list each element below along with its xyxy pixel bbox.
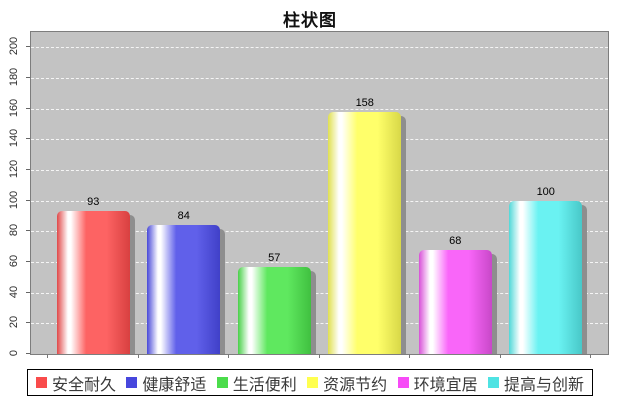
bar-环境宜居 [418,249,492,354]
gridline-20 [31,323,608,325]
x-tick-mark-1 [137,354,139,358]
y-tick-label-140: 140 [8,129,20,148]
bar-value-label: 84 [177,210,190,223]
bar-slot-1: 84 [147,210,221,354]
y-tick-mark-80 [26,230,30,232]
x-tick-mark-5 [499,354,501,358]
y-tick-label-180: 180 [8,67,20,87]
bar-slot-0: 93 [56,196,130,354]
y-tick-label-200: 200 [8,37,20,56]
y-tick-mark-160 [26,107,30,109]
x-tick-mark-6 [590,354,591,358]
gridline-160 [31,108,608,110]
bar-slot-4: 68 [418,235,492,354]
gridline-60 [31,262,608,263]
x-tick-mark-3 [318,354,320,358]
y-tick-mark-100 [26,199,30,201]
bar-slot-3: 158 [328,97,402,354]
x-tick-mark-4 [409,354,410,358]
plot-area: 93 84 57 158 68 100 [30,31,609,355]
bars-layer: 93 84 57 158 68 100 [31,32,608,354]
bar-value-label: 93 [87,196,100,209]
legend-item-提高与创新: 提高与创新 [487,371,584,395]
legend-item-环境宜居: 环境宜居 [397,371,478,395]
y-tick-mark-60 [26,261,30,262]
gridline-80 [31,231,608,233]
y-tick-label-80: 80 [8,224,20,237]
bar-提高与创新 [509,200,583,354]
gridline-180 [31,78,608,79]
legend-item-安全耐久: 安全耐久 [36,371,116,395]
legend-item-生活便利: 生活便利 [216,371,297,395]
gridline-200 [31,47,608,49]
legend-label: 健康舒适 [142,376,207,394]
bar-生活便利 [237,266,311,354]
bar-value-label: 57 [268,251,281,264]
legend-item-健康舒适: 健康舒适 [126,371,206,395]
legend-label: 环境宜居 [413,376,478,394]
legend-swatch-icon [307,377,319,388]
y-tick-mark-200 [26,46,30,48]
y-tick-label-100: 100 [8,190,20,209]
gridline-40 [31,292,608,294]
y-tick-label-120: 120 [8,159,20,179]
legend-item-资源节约: 资源节约 [307,371,387,395]
bar-健康舒适 [147,225,221,354]
y-tick-label-160: 160 [8,98,20,117]
bar-资源节约 [328,111,402,354]
legend-label: 提高与创新 [503,376,584,394]
y-tick-mark-40 [26,291,30,293]
legend-swatch-icon [397,377,409,388]
bar-value-label: 100 [536,185,555,198]
bar-安全耐久 [56,211,130,354]
y-tick-label-40: 40 [8,285,20,298]
legend-swatch-icon [36,377,47,388]
legend-label: 生活便利 [232,376,297,394]
gridline-120 [31,170,608,171]
bar-slot-2: 57 [237,252,311,354]
bar-value-label: 68 [449,234,462,247]
y-tick-mark-0 [26,353,30,354]
gridline-100 [31,200,608,202]
y-tick-mark-180 [26,77,30,78]
bar-value-label: 158 [355,96,374,109]
y-tick-mark-20 [26,322,30,324]
y-tick-label-20: 20 [8,316,20,329]
x-tick-mark-0 [47,354,48,358]
y-tick-label-60: 60 [8,254,20,268]
bar-slot-5: 100 [509,186,583,354]
legend-swatch-icon [487,377,499,388]
y-tick-label-0: 0 [8,349,20,357]
legend: 安全耐久 健康舒适 生活便利 资源节约 环境宜居 提高与创新 [27,369,593,396]
legend-label: 资源节约 [323,376,388,394]
legend-label: 安全耐久 [52,376,117,394]
chart-title: 柱状图 [283,11,337,30]
gridline-140 [31,139,608,141]
x-tick-mark-2 [228,354,229,358]
legend-swatch-icon [216,377,228,388]
legend-swatch-icon [126,377,138,388]
y-tick-mark-120 [26,169,30,170]
y-tick-mark-140 [26,138,30,140]
